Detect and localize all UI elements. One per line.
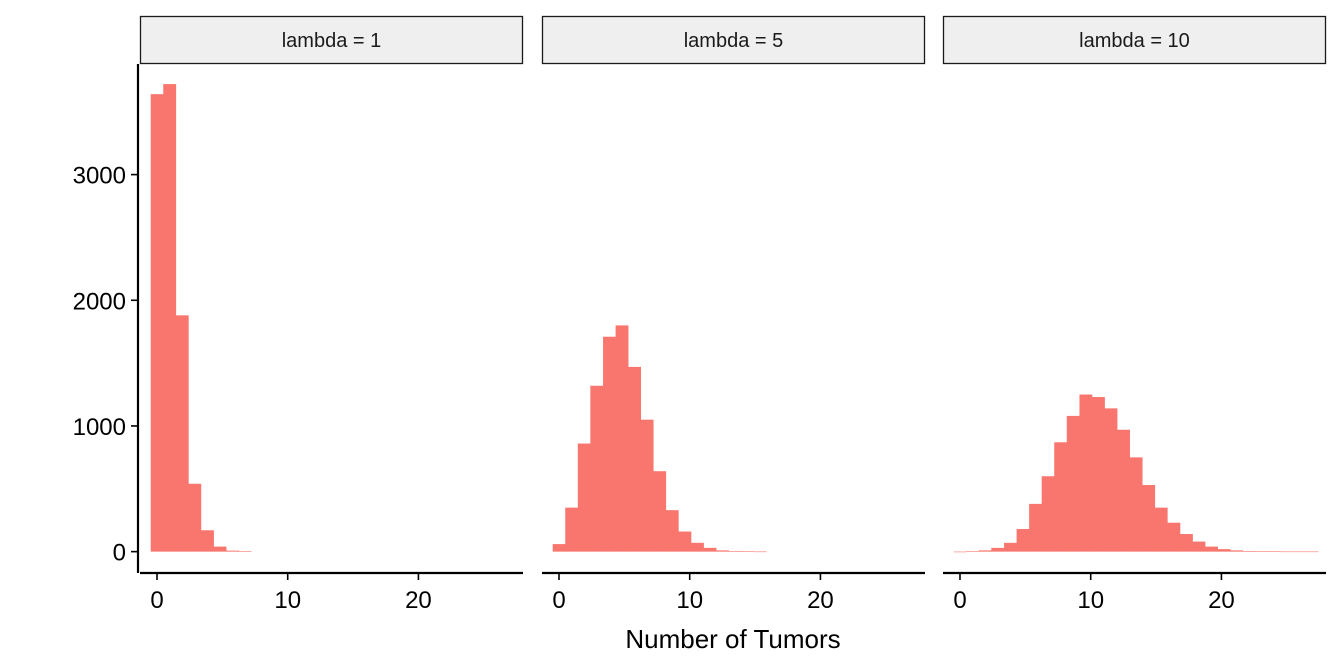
histogram-bar bbox=[1217, 549, 1231, 552]
histogram-bar bbox=[753, 551, 767, 553]
x-axis-title: Number of Tumors bbox=[625, 624, 840, 654]
histogram-bar bbox=[1029, 503, 1043, 552]
histogram-bar bbox=[238, 551, 252, 552]
histogram-bar bbox=[1117, 429, 1130, 552]
histogram-bar bbox=[603, 336, 616, 552]
histogram-bar bbox=[1041, 476, 1055, 552]
histogram-bar bbox=[691, 542, 704, 552]
histogram-bar bbox=[577, 443, 591, 552]
x-tick-label: 0 bbox=[953, 587, 966, 614]
histogram-bar bbox=[565, 507, 579, 552]
histogram-bar bbox=[1092, 397, 1105, 552]
facet-strip bbox=[139, 15, 524, 65]
y-tick-label: 1000 bbox=[73, 414, 126, 441]
histogram-bar bbox=[991, 547, 1005, 552]
histogram-bar bbox=[1305, 551, 1319, 553]
histogram-bar bbox=[1242, 551, 1256, 552]
histogram-bar bbox=[1066, 415, 1080, 552]
histogram-bar bbox=[1179, 534, 1193, 552]
histogram-bar bbox=[628, 366, 642, 552]
histogram-bar bbox=[163, 84, 177, 552]
histogram-bar bbox=[615, 325, 629, 552]
histogram-bar bbox=[552, 544, 566, 552]
histogram-bar bbox=[213, 546, 227, 552]
histogram-bar bbox=[1004, 542, 1017, 552]
y-axis: 0 1000 2000 3000 bbox=[73, 64, 140, 573]
histogram-bar bbox=[703, 547, 717, 552]
facet-panel: lambda = 10 0 10 20 bbox=[942, 15, 1327, 614]
histogram-bar bbox=[1293, 551, 1306, 553]
histogram-bar bbox=[1154, 507, 1168, 552]
histogram-bar bbox=[1267, 551, 1281, 552]
histogram-bar bbox=[1054, 442, 1068, 552]
histogram-bar bbox=[1280, 551, 1294, 553]
histogram-bar bbox=[201, 530, 214, 552]
histogram-bar bbox=[1129, 457, 1143, 552]
y-tick-label: 2000 bbox=[73, 288, 126, 315]
facet-strip bbox=[541, 15, 926, 65]
histogram-bar bbox=[1192, 541, 1206, 552]
histogram-bar bbox=[716, 550, 729, 552]
histogram-bar bbox=[188, 483, 202, 552]
histogram-bar bbox=[175, 315, 189, 552]
facet-strip-label: lambda = 1 bbox=[282, 30, 382, 52]
histogram-bar bbox=[1104, 408, 1118, 552]
histogram-bar bbox=[1167, 522, 1181, 552]
histogram-bar bbox=[665, 510, 679, 552]
histogram-bar bbox=[1016, 529, 1030, 552]
x-tick-label: 20 bbox=[807, 587, 834, 614]
histogram-bar bbox=[226, 550, 240, 552]
x-tick-label: 0 bbox=[552, 587, 565, 614]
x-tick-label: 10 bbox=[676, 587, 703, 614]
histogram-bar bbox=[1079, 394, 1093, 552]
x-tick-label: 20 bbox=[1208, 587, 1235, 614]
histogram-bar bbox=[741, 551, 755, 552]
facet-panel: lambda = 1 0 10 20 bbox=[139, 15, 524, 614]
histogram-bar bbox=[978, 550, 992, 552]
histogram-bar bbox=[1230, 550, 1244, 552]
facet-strip bbox=[942, 15, 1327, 65]
y-tick-label: 3000 bbox=[73, 163, 126, 190]
x-tick-label: 0 bbox=[150, 587, 163, 614]
facet-strip-label: lambda = 5 bbox=[684, 30, 784, 52]
x-tick-label: 10 bbox=[274, 587, 301, 614]
facet-strip-label: lambda = 10 bbox=[1079, 30, 1190, 52]
histogram-bar bbox=[653, 471, 667, 552]
histogram-bar bbox=[590, 385, 604, 552]
x-tick-label: 20 bbox=[405, 587, 432, 614]
histogram-bar bbox=[966, 551, 980, 552]
x-tick-label: 10 bbox=[1077, 587, 1104, 614]
histogram-bar bbox=[1255, 551, 1269, 552]
facet-panel: lambda = 5 0 10 20 bbox=[541, 15, 926, 614]
histogram-bar bbox=[728, 551, 742, 552]
histogram-bar bbox=[640, 419, 654, 552]
histogram-bar bbox=[1205, 546, 1218, 552]
histogram-bar bbox=[678, 531, 692, 552]
histogram-bar bbox=[1142, 485, 1156, 552]
histogram-bar bbox=[953, 551, 967, 553]
histogram-bar bbox=[150, 94, 164, 552]
y-tick-label: 0 bbox=[113, 540, 126, 567]
